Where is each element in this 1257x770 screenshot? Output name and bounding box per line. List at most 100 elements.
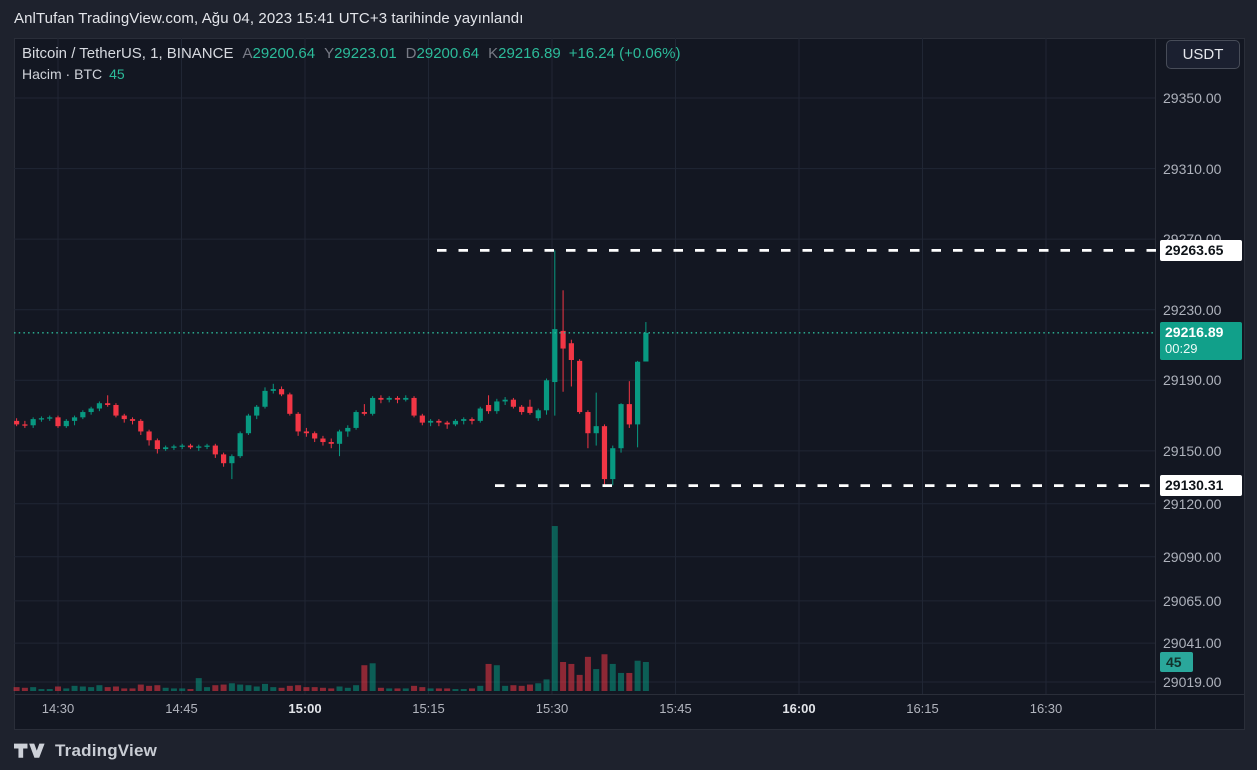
candle-body xyxy=(601,426,608,480)
symbol-title: Bitcoin / TetherUS, 1, BINANCE xyxy=(22,45,234,62)
volume-bar xyxy=(419,687,426,691)
candle-body xyxy=(129,419,136,421)
candle-body xyxy=(568,343,574,360)
volume-bar xyxy=(493,665,500,691)
candle-body xyxy=(262,390,268,407)
volume-bar xyxy=(535,683,542,691)
candle-body xyxy=(361,412,367,414)
candle-body xyxy=(643,332,649,362)
candle-body xyxy=(237,433,243,457)
volume-bar xyxy=(411,685,418,691)
volume-bar xyxy=(303,687,310,691)
volume-bar xyxy=(444,688,451,691)
candle-body xyxy=(312,433,318,439)
volume-bar xyxy=(63,688,70,691)
candle-body xyxy=(527,406,533,413)
ohlc-high-value: 29223.01 xyxy=(334,45,397,62)
ohlc-low-letter: D xyxy=(405,45,417,62)
candle-body xyxy=(146,431,152,441)
volume-bar xyxy=(576,674,583,691)
volume-bar xyxy=(311,687,318,691)
volume-bar xyxy=(394,688,401,691)
candle-body xyxy=(502,399,508,402)
volume-bar xyxy=(427,688,434,691)
candle-body xyxy=(519,406,525,413)
candle-body xyxy=(535,410,541,419)
volume-indicator-value: 45 xyxy=(109,66,125,82)
candle-body xyxy=(63,420,69,427)
volume-bar xyxy=(129,688,136,691)
candle-body xyxy=(245,415,252,434)
ohlc-close-letter: K xyxy=(488,45,499,62)
candle-body xyxy=(88,408,94,413)
candle-body xyxy=(543,380,550,411)
candle-body xyxy=(485,404,492,412)
volume-bar xyxy=(228,683,235,691)
candle-body xyxy=(270,389,276,391)
volume-bar xyxy=(344,687,351,691)
candle-body xyxy=(303,431,309,434)
volume-bar xyxy=(96,685,103,691)
tradingview-logo-text: TradingView xyxy=(55,741,158,760)
volume-bar xyxy=(642,662,649,691)
candle-body xyxy=(452,420,459,425)
volume-bar xyxy=(518,685,525,691)
volume-bar xyxy=(112,686,119,691)
candle-body xyxy=(353,412,359,428)
candle-body xyxy=(71,417,78,421)
candle-body xyxy=(204,445,210,447)
candle-body xyxy=(560,330,566,349)
volume-bar xyxy=(270,687,277,691)
volume-bar xyxy=(510,685,517,691)
volume-bar xyxy=(195,678,202,691)
candle-body xyxy=(22,424,28,426)
volume-bar xyxy=(162,687,169,691)
volume-bar xyxy=(71,685,78,691)
volume-bar xyxy=(146,685,153,691)
tradingview-logo[interactable]: TradingView xyxy=(14,740,157,762)
price-scale-separator xyxy=(1155,38,1156,730)
candle-body xyxy=(510,399,516,407)
candle-body xyxy=(386,397,392,400)
candle-body xyxy=(47,417,53,419)
legend-row-volume: Hacim · BTC 45 xyxy=(22,66,680,82)
candle-body xyxy=(411,397,417,416)
volume-bar xyxy=(593,669,600,691)
ohlc-low-value: 29200.64 xyxy=(416,45,480,62)
currency-usdt-button[interactable]: USDT xyxy=(1166,40,1240,69)
volume-bar xyxy=(469,688,475,691)
candle-body xyxy=(428,420,434,423)
volume-bar xyxy=(104,687,111,691)
volume-bar xyxy=(278,687,285,691)
tradingview-glyph-icon xyxy=(14,743,45,758)
attribution-text: AnlTufan TradingView.com, Ağu 04, 2023 1… xyxy=(14,10,524,27)
volume-bar xyxy=(502,685,509,691)
volume-bar xyxy=(38,689,45,691)
candle-body xyxy=(336,431,343,444)
volume-bar xyxy=(204,687,211,691)
volume-bar xyxy=(137,684,144,691)
volume-bar xyxy=(477,685,484,691)
candle-body xyxy=(171,446,177,448)
candle-body xyxy=(163,447,169,450)
candle-body xyxy=(179,445,185,447)
candle-body xyxy=(278,389,285,395)
candle-body xyxy=(577,360,583,413)
volume-bar xyxy=(55,686,61,691)
ohlc-open-value: 29200.64 xyxy=(252,45,316,62)
volume-bar xyxy=(262,683,268,691)
candle-body xyxy=(320,438,326,443)
candle-body xyxy=(403,397,409,400)
candle-body xyxy=(469,419,475,421)
volume-bar xyxy=(485,663,492,691)
candle-body xyxy=(229,456,235,464)
candle-body xyxy=(477,408,483,421)
candle-body xyxy=(618,404,624,449)
volume-bar xyxy=(568,663,575,691)
volume-bar xyxy=(386,688,393,691)
candle-body xyxy=(113,404,119,416)
volume-bar xyxy=(560,662,567,691)
candle-body xyxy=(221,454,227,464)
volume-bar xyxy=(402,688,409,691)
